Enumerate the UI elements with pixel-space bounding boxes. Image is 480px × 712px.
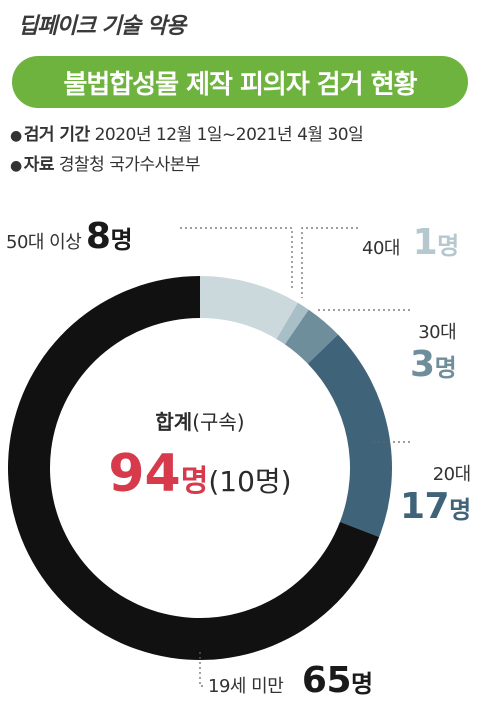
period-label: 검거 기간: [23, 125, 90, 145]
slice-50s: [200, 276, 298, 339]
count-under19: 65명: [301, 660, 373, 701]
age-label-under19: 19세 미만: [208, 676, 284, 697]
count-20s: 17명: [400, 486, 471, 527]
age-label-40s: 40대: [362, 238, 400, 259]
slice-label-20s: 20대 17명: [400, 460, 471, 527]
bullet-icon: ●: [10, 158, 22, 174]
topic-title: 딥페이크 기술 악용: [18, 14, 186, 39]
slice-label-50s: 50대 이상 8명: [6, 216, 133, 257]
period-value: 2020년 12월 1일~2021년 4월 30일: [94, 125, 364, 145]
total-unit: 명: [180, 464, 209, 499]
headline-banner: 불법합성물 제작 피의자 검거 현황: [12, 56, 468, 108]
leader-under19: [199, 652, 204, 687]
source-value: 경찰청 국가수사본부: [58, 155, 201, 175]
slice-label-30s: 30대 3명: [410, 318, 457, 385]
age-label-20s: 20대: [432, 464, 471, 485]
slice-20s: [307, 334, 393, 538]
slice-30s: [284, 309, 339, 364]
leader-50s: [180, 227, 293, 290]
leader-40s: [301, 227, 358, 298]
center-total: 94명(10명): [80, 444, 320, 504]
slice-label-under19: 19세 미만 65명: [208, 660, 373, 701]
total-label: 합계: [155, 410, 193, 434]
bullet-icon: ●: [10, 128, 22, 144]
slice-label-40s: 40대 1명: [362, 222, 459, 263]
count-30s: 3명: [410, 344, 457, 385]
arrest-label: (구속): [192, 410, 245, 434]
period-line: ● 검거 기간 2020년 12월 1일~2021년 4월 30일: [10, 120, 364, 145]
age-label-30s: 30대: [418, 322, 457, 343]
source-label: 자료: [23, 155, 55, 175]
arrest-count: (10명): [208, 465, 292, 498]
slice-40s: [276, 302, 309, 345]
total-count: 94: [108, 444, 181, 504]
headline-text: 불법합성물 제작 피의자 검거 현황: [63, 69, 417, 100]
count-50s: 8명: [85, 216, 133, 257]
source-line: ● 자료 경찰청 국가수사본부: [10, 150, 201, 175]
count-40s: 1명: [412, 222, 460, 263]
age-label-50s: 50대 이상: [6, 232, 82, 253]
center-title: 합계(구속): [100, 406, 300, 435]
